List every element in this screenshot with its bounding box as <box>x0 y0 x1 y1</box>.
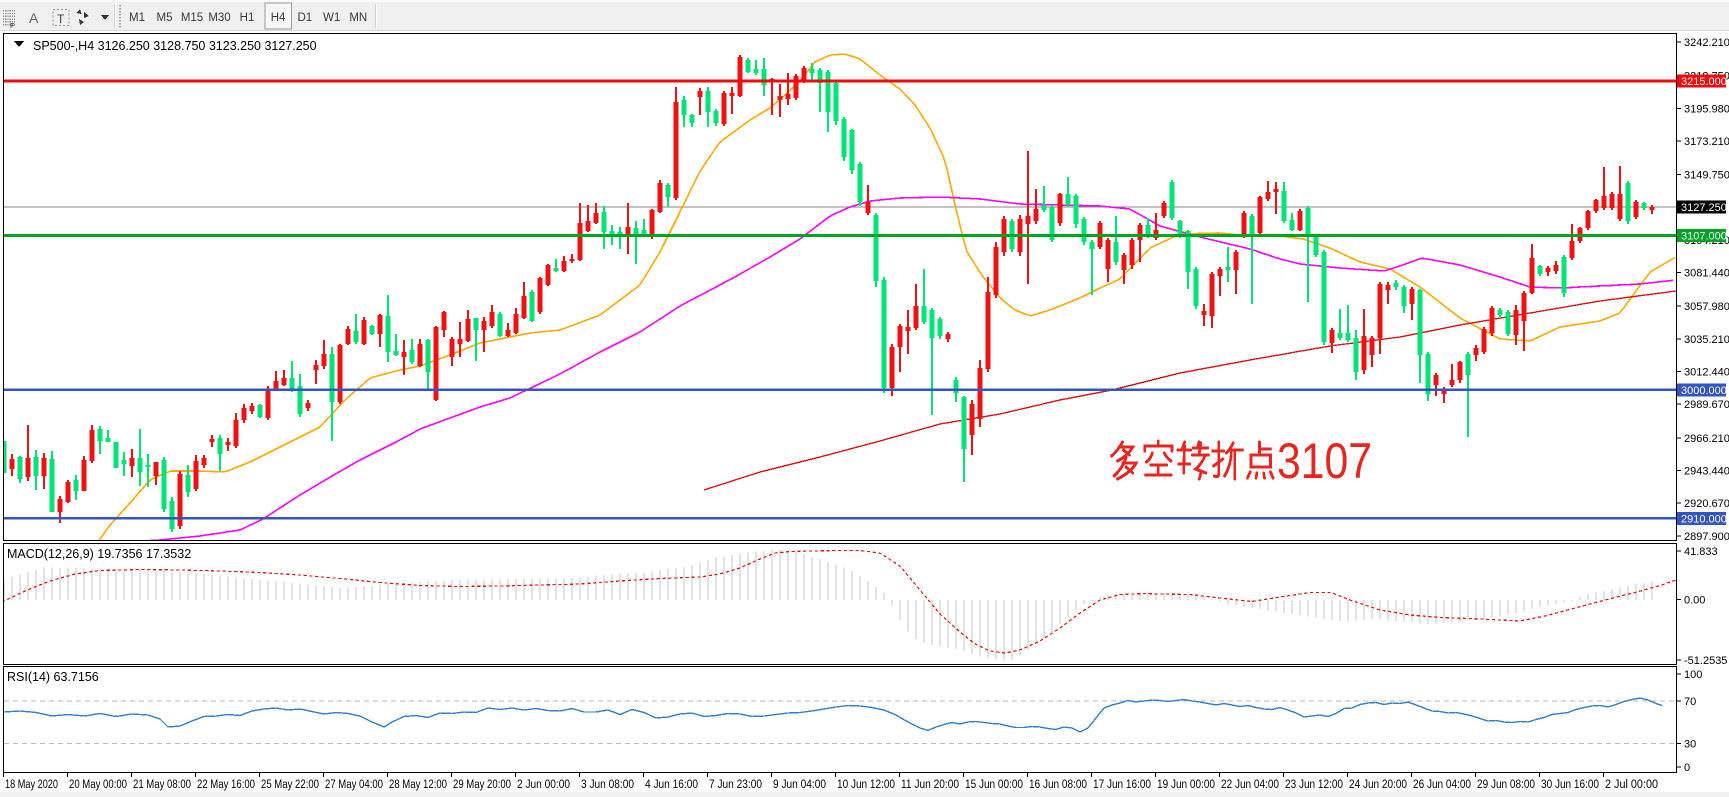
svg-text:23 Jun 12:00: 23 Jun 12:00 <box>1285 779 1343 791</box>
svg-text:10 Jun 12:00: 10 Jun 12:00 <box>837 779 895 791</box>
svg-text:70: 70 <box>1684 696 1696 708</box>
svg-text:2920.670: 2920.670 <box>1684 498 1729 510</box>
svg-text:9 Jun 04:00: 9 Jun 04:00 <box>773 779 826 791</box>
svg-text:16 Jun 08:00: 16 Jun 08:00 <box>1029 779 1087 791</box>
svg-text:19 Jun 00:00: 19 Jun 00:00 <box>1157 779 1215 791</box>
svg-text:3195.980: 3195.980 <box>1684 103 1729 115</box>
svg-text:M30: M30 <box>208 12 230 24</box>
svg-text:3000.000: 3000.000 <box>1681 385 1727 397</box>
svg-text:2897.900: 2897.900 <box>1684 531 1729 543</box>
svg-text:M15: M15 <box>181 12 203 24</box>
svg-text:24 Jun 20:00: 24 Jun 20:00 <box>1349 779 1407 791</box>
svg-text:28 May 12:00: 28 May 12:00 <box>389 779 447 791</box>
svg-text:M1: M1 <box>129 12 145 24</box>
svg-text:3149.750: 3149.750 <box>1684 170 1729 182</box>
svg-text:2 Jul 00:00: 2 Jul 00:00 <box>1605 779 1658 791</box>
svg-text:MN: MN <box>349 12 367 24</box>
svg-text:29 May 20:00: 29 May 20:00 <box>453 779 511 791</box>
svg-text:F: F <box>10 21 15 30</box>
svg-text:29 Jun 08:00: 29 Jun 08:00 <box>1477 779 1535 791</box>
svg-text:MACD(12,26,9) 19.7356 17.3532: MACD(12,26,9) 19.7356 17.3532 <box>7 547 191 561</box>
svg-text:20 May 00:00: 20 May 00:00 <box>69 779 127 791</box>
svg-text:22 Jun 04:00: 22 Jun 04:00 <box>1221 779 1279 791</box>
svg-text:3173.210: 3173.210 <box>1684 136 1729 148</box>
svg-text:-51.2535: -51.2535 <box>1684 655 1727 667</box>
svg-text:18 May 2020: 18 May 2020 <box>5 779 58 791</box>
svg-text:21 May 08:00: 21 May 08:00 <box>133 779 191 791</box>
svg-text:3012.440: 3012.440 <box>1684 367 1729 379</box>
svg-text:3127.250: 3127.250 <box>1681 202 1727 214</box>
svg-text:15 Jun 00:00: 15 Jun 00:00 <box>965 779 1023 791</box>
svg-text:2 Jun 00:00: 2 Jun 00:00 <box>517 779 570 791</box>
svg-text:3215.000: 3215.000 <box>1681 76 1727 88</box>
svg-text:27 May 04:00: 27 May 04:00 <box>325 779 383 791</box>
svg-text:H1: H1 <box>240 12 255 24</box>
svg-text:M5: M5 <box>157 12 173 24</box>
svg-text:3081.440: 3081.440 <box>1684 268 1729 280</box>
svg-text:22 May 16:00: 22 May 16:00 <box>197 779 255 791</box>
svg-text:W1: W1 <box>323 12 340 24</box>
svg-text:D1: D1 <box>297 12 312 24</box>
svg-text:0.00: 0.00 <box>1684 595 1705 607</box>
svg-text:0: 0 <box>1684 762 1690 774</box>
svg-text:4 Jun 16:00: 4 Jun 16:00 <box>645 779 698 791</box>
svg-text:2943.440: 2943.440 <box>1684 466 1729 478</box>
svg-text:RSI(14) 63.7156: RSI(14) 63.7156 <box>7 670 99 684</box>
svg-text:25 May 22:00: 25 May 22:00 <box>261 779 319 791</box>
svg-text:30 Jun 16:00: 30 Jun 16:00 <box>1541 779 1599 791</box>
svg-text:A: A <box>29 10 39 26</box>
svg-text:41.833: 41.833 <box>1684 546 1718 558</box>
svg-text:30: 30 <box>1684 739 1696 751</box>
svg-text:3057.980: 3057.980 <box>1684 301 1729 313</box>
svg-text:2989.670: 2989.670 <box>1684 399 1729 411</box>
svg-text:7 Jun 23:00: 7 Jun 23:00 <box>709 779 762 791</box>
svg-text:H4: H4 <box>271 12 286 24</box>
svg-text:26 Jun 04:00: 26 Jun 04:00 <box>1413 779 1471 791</box>
svg-text:3242.210: 3242.210 <box>1684 37 1729 49</box>
svg-text:3 Jun 08:00: 3 Jun 08:00 <box>581 779 634 791</box>
svg-text:3035.210: 3035.210 <box>1684 334 1729 346</box>
svg-text:T: T <box>57 12 65 26</box>
svg-text:2966.210: 2966.210 <box>1684 433 1729 445</box>
svg-text:3107: 3107 <box>1277 433 1372 489</box>
svg-text:17 Jun 16:00: 17 Jun 16:00 <box>1093 779 1151 791</box>
svg-text:100: 100 <box>1684 669 1702 681</box>
svg-text:11 Jun 20:00: 11 Jun 20:00 <box>901 779 959 791</box>
svg-text:3107.000: 3107.000 <box>1681 231 1727 243</box>
svg-text:2910.000: 2910.000 <box>1681 513 1727 525</box>
svg-text:SP500-,H4 3126.250 3128.750 3: SP500-,H4 3126.250 3128.750 3123.250 312… <box>33 39 317 53</box>
